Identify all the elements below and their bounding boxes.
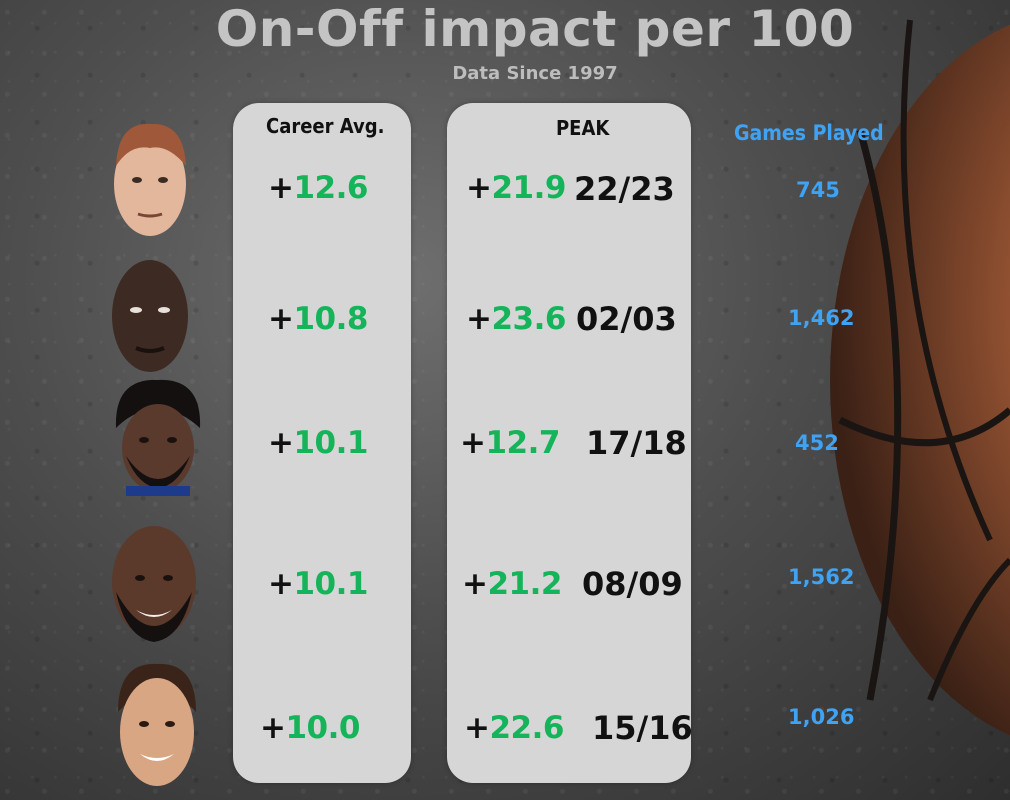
games-played-row-4: 1,562 <box>788 565 855 589</box>
player-portrait-5 <box>118 663 196 786</box>
peak-season-row-4: 08/09 <box>582 565 683 603</box>
peak-value-row-1: +21.9 <box>466 170 566 206</box>
career-value-row-1: +12.6 <box>268 170 368 206</box>
peak-value-row-4: +21.2 <box>462 566 562 602</box>
chart-subtitle: Data Since 1997 <box>452 63 618 84</box>
peak-season-row-5: 15/16 <box>592 709 693 747</box>
career-value-row-2: +10.8 <box>268 301 368 337</box>
games-played-header: Games Played <box>734 121 884 145</box>
peak-value-row-5: +22.6 <box>464 710 564 746</box>
career-avg-header: Career Avg. <box>266 114 385 138</box>
basketball-image <box>830 19 1010 736</box>
player-portrait-4 <box>112 526 196 642</box>
player-portrait-1 <box>114 123 186 236</box>
games-played-row-5: 1,026 <box>788 705 855 729</box>
peak-season-row-1: 22/23 <box>574 170 675 208</box>
career-value-row-5: +10.0 <box>260 710 360 746</box>
career-value-row-3: +10.1 <box>268 425 368 461</box>
chart-title: On-Off impact per 100 <box>215 0 855 58</box>
career-value-row-4: +10.1 <box>268 566 368 602</box>
peak-season-row-2: 02/03 <box>576 300 677 338</box>
peak-value-row-2: +23.6 <box>466 301 566 337</box>
peak-season-row-3: 17/18 <box>586 424 687 462</box>
games-played-row-3: 452 <box>795 431 839 455</box>
peak-header: PEAK <box>556 116 610 140</box>
career-avg-panel <box>233 103 411 783</box>
peak-value-row-3: +12.7 <box>460 425 560 461</box>
games-played-row-1: 745 <box>796 178 840 202</box>
peak-panel <box>447 103 691 783</box>
player-portrait-2 <box>112 260 188 372</box>
player-portrait-3 <box>115 379 201 496</box>
games-played-row-2: 1,462 <box>788 306 855 330</box>
